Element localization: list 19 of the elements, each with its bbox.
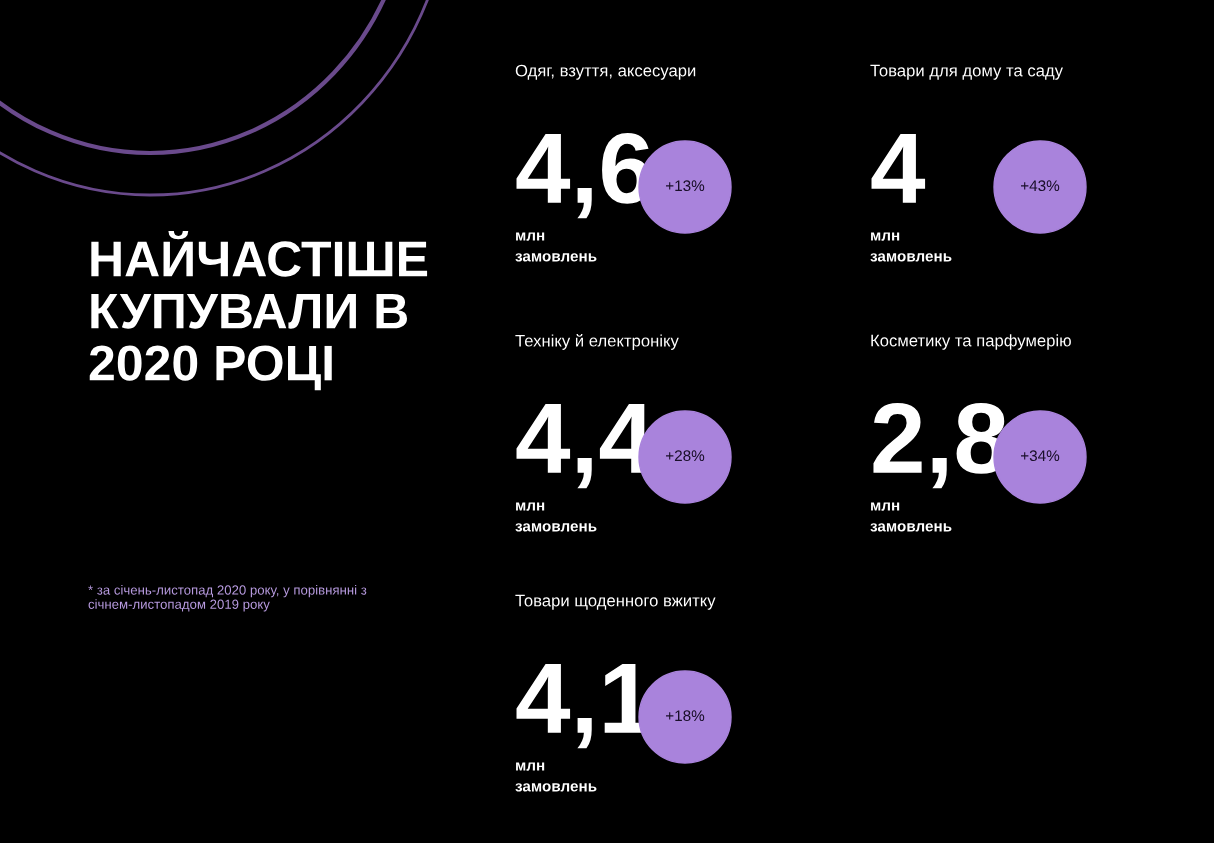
text: млн замовлень [870,502,952,532]
data-label: 4,1 [516,664,652,749]
text: * за січень-листопад 2020 року, у порівнянні з січнем-листопадом 2019 року [88,585,367,612]
category-label: Товари для дому та саду [870,64,1063,80]
text: млн замовлень [515,762,597,792]
text: +34% [1021,450,1060,462]
text: млн замовлень [515,502,597,532]
text: +18% [666,710,705,722]
category-label: Косметику та парфумерію [871,334,1071,350]
text: млн замовлень [515,232,597,262]
data-label: 4 [871,134,926,203]
category-label: Одяг, взуття, аксесуари [515,64,696,80]
text: +13% [666,180,705,192]
text: НАЙЧАСТІШЕ КУПУВАЛИ В 2020 РОЦІ [89,231,428,391]
text: млн замовлень [870,232,952,262]
text: +43% [1021,180,1060,192]
text: +28% [666,450,705,462]
category-label: Техніку й електроніку [515,334,679,350]
category-label: Товари щоденного вжитку [515,594,716,610]
